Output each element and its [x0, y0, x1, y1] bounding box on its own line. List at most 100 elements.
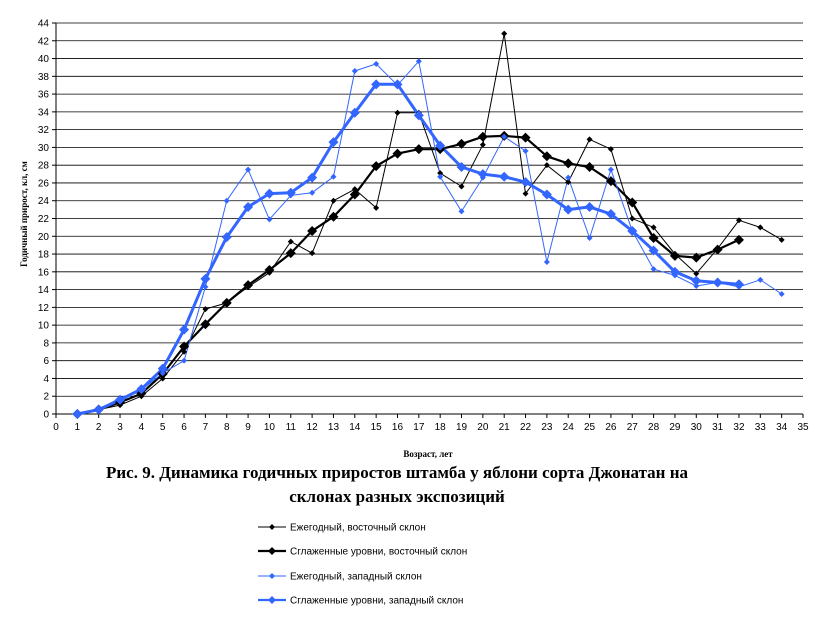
x-tick-label: 25 — [584, 422, 596, 433]
legend-swatch-marker — [268, 596, 276, 604]
data-point — [351, 67, 358, 74]
data-point — [136, 384, 147, 395]
data-point — [543, 259, 550, 266]
y-tick-label: 26 — [38, 178, 50, 189]
data-point — [733, 279, 744, 290]
x-tick-label: 11 — [286, 422, 297, 433]
data-point — [712, 277, 723, 288]
y-tick-label: 22 — [38, 214, 50, 225]
x-tick-label: 22 — [520, 422, 532, 433]
x-tick-label: 35 — [797, 422, 809, 433]
data-point — [757, 224, 764, 231]
data-point — [264, 188, 275, 199]
series-line-2 — [77, 134, 740, 416]
data-point — [373, 60, 380, 67]
data-point — [735, 217, 742, 224]
legend-entry: Сглаженные уровни, восточный склон — [258, 547, 467, 558]
data-point — [669, 266, 680, 277]
data-point — [650, 266, 657, 273]
x-tick-label: 9 — [245, 422, 251, 433]
x-tick-label: 26 — [605, 422, 617, 433]
data-point — [586, 136, 593, 143]
data-point — [307, 225, 318, 236]
gridlines — [56, 22, 803, 397]
data-point — [243, 280, 254, 291]
data-point — [456, 138, 467, 149]
legend-label: Ежегодный, западный склон — [290, 572, 422, 583]
x-tick-label: 28 — [648, 422, 660, 433]
data-point — [691, 275, 702, 286]
data-point — [115, 394, 126, 405]
x-tick-label: 33 — [755, 422, 767, 433]
data-point — [605, 176, 616, 187]
data-point — [200, 273, 211, 284]
series-line-3 — [77, 60, 782, 415]
data-point — [543, 162, 550, 169]
data-point — [221, 232, 232, 243]
data-point — [373, 204, 380, 211]
data-point — [778, 291, 785, 298]
x-tick-label: 18 — [435, 422, 447, 433]
legend-label: Ежегодный, восточный склон — [290, 523, 426, 534]
data-point — [584, 201, 595, 212]
data-point — [394, 109, 401, 116]
data-point — [757, 276, 764, 283]
data-point — [565, 179, 572, 186]
data-point — [479, 141, 486, 148]
x-tick-label: 24 — [563, 422, 575, 433]
x-tick-label: 31 — [712, 422, 724, 433]
data-point — [712, 244, 723, 255]
data-point — [693, 283, 700, 290]
y-tick-label: 36 — [38, 90, 50, 101]
data-point — [413, 110, 424, 121]
data-point — [627, 197, 638, 208]
data-point — [245, 166, 252, 173]
x-tick-label: 5 — [160, 422, 166, 433]
data-point — [520, 132, 531, 143]
caption-line-1: Рис. 9. Динамика годичных приростов штам… — [106, 463, 689, 482]
x-tick-label: 17 — [413, 422, 425, 433]
data-point — [221, 297, 232, 308]
data-point — [437, 170, 444, 177]
y-tick-label: 18 — [38, 250, 50, 261]
x-tick-label: 7 — [203, 422, 209, 433]
figure-caption: Рис. 9. Динамика годичных приростов штам… — [106, 463, 689, 506]
y-axis-title: Годичный прирост, кл, см — [19, 161, 29, 267]
data-point — [328, 211, 339, 222]
data-point — [563, 158, 574, 169]
data-point — [179, 341, 190, 352]
data-point — [349, 189, 360, 200]
data-point — [501, 30, 508, 37]
data-point — [648, 245, 659, 256]
x-tick-label: 21 — [499, 422, 511, 433]
data-point — [522, 147, 529, 154]
data-point — [563, 204, 574, 215]
data-point — [586, 235, 593, 242]
series-line-1 — [77, 33, 782, 415]
data-point — [181, 357, 188, 364]
data-point — [371, 79, 382, 90]
data-point — [733, 234, 744, 245]
data-point — [72, 409, 83, 419]
data-point — [93, 404, 104, 415]
x-tick-label: 29 — [669, 422, 681, 433]
y-tick-label: 34 — [38, 107, 50, 118]
data-point — [435, 140, 446, 151]
legend-entry: Ежегодный, западный склон — [258, 572, 422, 583]
legend-swatch-marker — [268, 547, 276, 555]
data-point — [264, 265, 275, 276]
y-tick-label: 16 — [38, 267, 50, 278]
data-point — [351, 186, 358, 193]
legend-swatch-marker — [269, 573, 275, 579]
data-point — [309, 189, 316, 196]
data-point — [330, 197, 337, 204]
x-tick-label: 0 — [53, 422, 59, 433]
x-tick-label: 6 — [181, 422, 187, 433]
data-point — [605, 209, 616, 220]
y-tick-label: 20 — [38, 232, 50, 243]
data-point — [392, 79, 403, 90]
x-tick-label: 8 — [224, 422, 230, 433]
x-tick-label: 3 — [117, 422, 123, 433]
x-axis-title: Возраст, лет — [403, 449, 453, 459]
